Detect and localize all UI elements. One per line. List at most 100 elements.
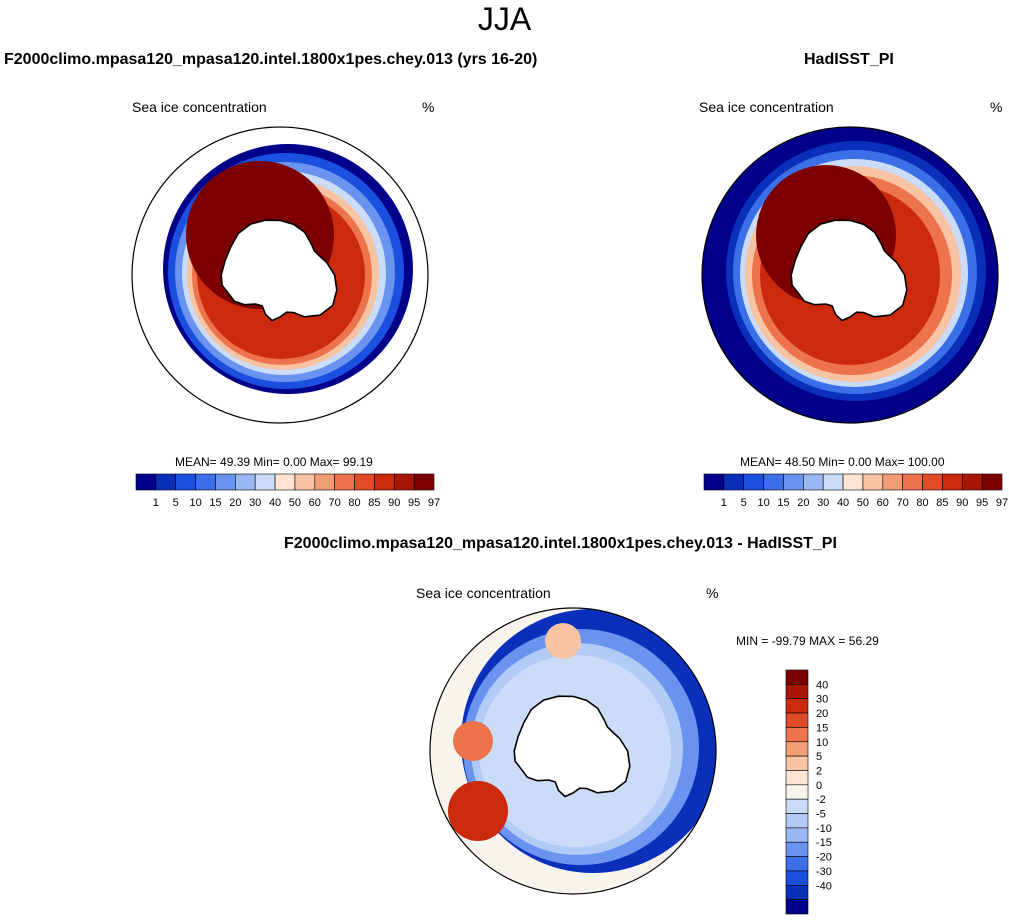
panel3-max: 56.29 [848, 634, 879, 648]
panel2-variable: Sea ice concentration [699, 99, 834, 115]
cb1-level-0: 1 [153, 497, 159, 509]
cb2-swatch-4 [783, 473, 804, 491]
cb3-level-6: 2 [816, 765, 822, 777]
panel1-mean: 49.39 [220, 455, 251, 469]
cb2-level-1: 5 [741, 497, 747, 509]
cb1-level-7: 50 [289, 497, 301, 509]
panel1-min: 0.00 [283, 455, 307, 469]
ice3-ring-6 [453, 721, 493, 761]
cb3-swatch-13 [785, 856, 809, 872]
cb1-swatch-8 [294, 473, 316, 491]
panel3-variable: Sea ice concentration [416, 585, 551, 601]
season-title: JJA [477, 1, 532, 37]
cb2-swatch-1 [723, 473, 745, 491]
panel2-mean-label: MEAN= [740, 455, 782, 469]
cb1-level-13: 95 [408, 497, 420, 509]
cb1-swatch-3 [195, 473, 216, 491]
cb1-swatch-11 [354, 473, 375, 491]
panel2-units: % [990, 99, 1003, 115]
cb2-swatch-11 [922, 473, 943, 491]
panel2-max-label: Max= [874, 455, 905, 469]
panel2-stats: MEAN= 48.50 Min= 0.00 Max= 100.00 [740, 455, 945, 469]
cb3-level-7: 0 [816, 780, 822, 792]
panel2-map-border [701, 126, 999, 424]
cb1-level-1: 5 [173, 497, 179, 509]
cb1-level-2: 10 [189, 497, 201, 509]
panel2-colorbar: 1 5 10 15 20 30 40 50 60 70 80 85 90 95 97 [703, 473, 1008, 509]
cb2-level-0: 1 [721, 497, 727, 509]
panel1-map [131, 126, 429, 424]
panel2-title: HadISST_PI [804, 51, 894, 68]
cb3-swatch-10 [785, 813, 809, 829]
panel1-max-label: Max= [309, 455, 340, 469]
cb3-level-5: 5 [816, 751, 822, 763]
cb1-swatch-5 [235, 473, 256, 491]
panel2-map [701, 126, 999, 424]
cb2-level-13: 95 [976, 497, 988, 509]
cb3-level-4: 10 [816, 737, 828, 749]
panel3-map [429, 607, 717, 895]
cb1-swatch-12 [374, 473, 395, 491]
cb2-level-4: 20 [797, 497, 809, 509]
cb1-level-12: 90 [388, 497, 400, 509]
panel3-min: -99.79 [771, 634, 806, 648]
cb3-level-0: 40 [816, 679, 828, 691]
cb3-swatch-2 [785, 698, 809, 714]
cb3-level-13: -30 [816, 866, 832, 878]
panel1-max: 99.19 [342, 455, 373, 469]
cb2-swatch-7 [842, 473, 864, 491]
cb3-level-11: -15 [816, 837, 832, 849]
cb3-level-2: 20 [816, 708, 828, 720]
cb2-swatch-12 [942, 473, 963, 491]
cb3-swatch-14 [785, 870, 809, 886]
panel2-min: 0.00 [848, 455, 872, 469]
cb3-swatch-8 [785, 784, 809, 800]
cb1-level-4: 20 [229, 497, 241, 509]
panel1-stats: MEAN= 49.39 Min= 0.00 Max= 99.19 [175, 455, 373, 469]
panel3-units: % [706, 585, 719, 601]
cb3-swatch-1 [785, 684, 809, 700]
cb2-level-12: 90 [956, 497, 968, 509]
cb1-swatch-4 [215, 473, 236, 491]
cb2-level-9: 70 [897, 497, 909, 509]
cb1-level-5: 30 [249, 497, 261, 509]
cb3-swatch-5 [785, 741, 809, 757]
ice3-ring-7 [545, 623, 581, 659]
cb1-swatch-9 [314, 473, 335, 491]
cb1-swatch-10 [334, 473, 355, 491]
cb2-swatch-10 [902, 473, 923, 491]
cb3-level-8: -2 [816, 794, 826, 806]
cb3-level-3: 15 [816, 722, 828, 734]
ice3-ring-5 [448, 781, 508, 841]
cb1-level-14: 97 [428, 497, 440, 509]
panel2-max: 100.00 [907, 455, 945, 469]
cb1-level-3: 15 [209, 497, 221, 509]
cb2-swatch-5 [803, 473, 824, 491]
cb2-swatch-2 [743, 473, 764, 491]
cb2-level-6: 40 [837, 497, 849, 509]
cb2-level-5: 30 [817, 497, 829, 509]
panel3-max-label: MAX = [809, 634, 846, 648]
cb2-level-8: 60 [877, 497, 889, 509]
panel3-map-border [429, 607, 717, 895]
cb2-swatch-6 [822, 473, 844, 491]
panel1-colorbar: 1 5 10 15 20 30 40 50 60 70 80 85 90 95 97 [135, 473, 440, 509]
cb3-swatch-6 [785, 755, 809, 771]
cb1-swatch-14 [413, 473, 435, 491]
cb3-level-12: -20 [816, 852, 832, 864]
cb1-swatch-7 [274, 473, 296, 491]
cb2-level-7: 50 [857, 497, 869, 509]
cb3-level-1: 30 [816, 694, 828, 706]
cb3-level-9: -5 [816, 809, 826, 821]
cb2-swatch-14 [981, 473, 1003, 491]
panel2-mean: 48.50 [785, 455, 816, 469]
cb2-level-2: 10 [757, 497, 769, 509]
cb3-swatch-4 [785, 727, 809, 743]
cb1-swatch-6 [254, 473, 276, 491]
panel2-antarctica [790, 219, 908, 322]
cb2-swatch-0 [703, 473, 725, 491]
cb3-level-10: -10 [816, 823, 832, 835]
cb1-swatch-1 [155, 473, 177, 491]
cb2-swatch-13 [961, 473, 983, 491]
cb2-level-14: 97 [996, 497, 1008, 509]
